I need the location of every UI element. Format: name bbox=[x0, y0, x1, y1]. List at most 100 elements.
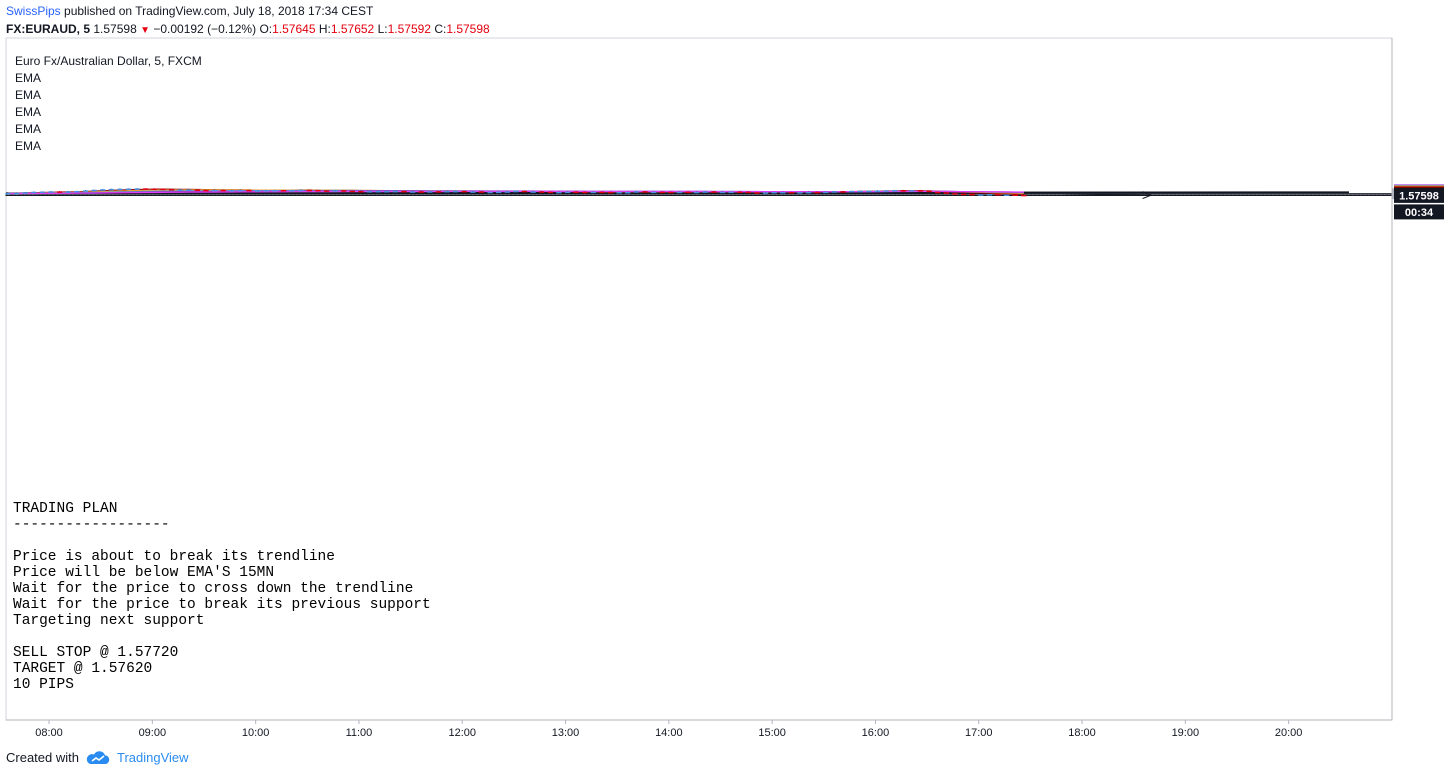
candle-body bbox=[444, 191, 450, 193]
candle bbox=[409, 191, 416, 193]
candle bbox=[13, 192, 20, 195]
candle-body bbox=[91, 189, 97, 192]
arrow-head bbox=[1142, 191, 1153, 200]
legend-ema-1[interactable]: EMA bbox=[15, 71, 42, 85]
legend-title[interactable]: Euro Fx/Australian Dollar, 5, FXCM bbox=[15, 54, 202, 68]
candle-body bbox=[418, 191, 424, 193]
candle bbox=[685, 191, 691, 194]
candle-body bbox=[1021, 194, 1027, 197]
publisher-name[interactable]: SwissPips bbox=[6, 4, 61, 18]
candle-body bbox=[254, 190, 261, 192]
candle-body bbox=[711, 191, 717, 193]
candle bbox=[280, 189, 287, 192]
candle-body bbox=[693, 191, 700, 194]
close-label: C: bbox=[434, 22, 447, 36]
candle bbox=[883, 190, 889, 192]
chart-legend: Euro Fx/Australian Dollar, 5, FXCM EMA E… bbox=[15, 53, 202, 155]
candle bbox=[65, 191, 71, 193]
candle-body bbox=[573, 191, 579, 194]
x-tick-label: 16:00 bbox=[862, 727, 890, 739]
candle bbox=[246, 189, 252, 192]
candle bbox=[487, 191, 493, 194]
price-change: −0.00192 (−0.12%) bbox=[153, 22, 257, 36]
candle-body bbox=[177, 189, 183, 191]
candle bbox=[1021, 194, 1027, 197]
x-tick-label: 10:00 bbox=[242, 727, 270, 739]
candle bbox=[39, 191, 46, 194]
candle-body bbox=[676, 191, 683, 194]
candle bbox=[254, 190, 261, 192]
candle bbox=[392, 190, 399, 193]
x-tick-label: 09:00 bbox=[139, 727, 167, 739]
candle-body bbox=[642, 191, 648, 193]
candle-body bbox=[805, 191, 812, 194]
candle bbox=[650, 191, 657, 194]
candle-body bbox=[530, 191, 536, 193]
candle bbox=[866, 190, 872, 193]
candle bbox=[100, 189, 106, 191]
candle bbox=[564, 191, 571, 194]
candle bbox=[745, 191, 751, 194]
candle-body bbox=[427, 191, 433, 193]
symbol-info: FX:EURAUD, 5 1.57598 ▼ −0.00192 (−0.12%)… bbox=[6, 22, 490, 36]
x-tick-label: 18:00 bbox=[1068, 727, 1096, 739]
candle bbox=[874, 190, 881, 192]
candle bbox=[737, 191, 743, 194]
candle-body bbox=[168, 189, 175, 191]
candle bbox=[160, 188, 166, 191]
open-value: 1.57645 bbox=[272, 22, 316, 36]
candle-body bbox=[633, 191, 640, 193]
candle bbox=[788, 191, 795, 194]
legend-ema-3[interactable]: EMA bbox=[15, 105, 42, 119]
candle-body bbox=[891, 190, 898, 192]
candle-body bbox=[650, 191, 657, 194]
candle-body bbox=[1003, 194, 1010, 196]
candle bbox=[625, 191, 631, 194]
candle bbox=[848, 190, 855, 193]
candle-body bbox=[487, 191, 493, 194]
candle-body bbox=[117, 188, 123, 191]
candle bbox=[315, 189, 321, 192]
legend-ema-2[interactable]: EMA bbox=[15, 88, 42, 102]
candle-body bbox=[986, 194, 993, 196]
candle-body bbox=[900, 190, 906, 192]
candle-body bbox=[857, 190, 863, 193]
candle bbox=[702, 191, 708, 193]
target-arrow bbox=[1064, 191, 1153, 200]
candle-body bbox=[263, 190, 269, 192]
candle-body bbox=[702, 191, 708, 193]
candle bbox=[306, 189, 312, 192]
candle bbox=[220, 189, 226, 192]
candle bbox=[186, 189, 192, 191]
candle-body bbox=[478, 191, 485, 193]
candle-body bbox=[194, 189, 201, 191]
candle-body bbox=[564, 191, 571, 194]
legend-ema-5[interactable]: EMA bbox=[15, 139, 42, 153]
candle-body bbox=[969, 193, 975, 196]
candle bbox=[582, 191, 588, 194]
time-axis[interactable]: 08:00 09:00 10:00 11:00 12:00 13:00 14:00 15:00… bbox=[35, 720, 1302, 739]
candle-body bbox=[323, 190, 330, 192]
symbol[interactable]: FX:EURAUD, 5 bbox=[6, 22, 91, 36]
low-label: L: bbox=[377, 22, 388, 36]
candle bbox=[203, 189, 209, 192]
candle bbox=[1012, 194, 1018, 196]
candle-body bbox=[659, 191, 665, 194]
x-tick-label: 13:00 bbox=[552, 727, 580, 739]
legend-ema-4[interactable]: EMA bbox=[15, 122, 42, 136]
candle bbox=[762, 192, 769, 194]
candle bbox=[917, 189, 924, 192]
candle bbox=[728, 191, 734, 194]
tradingview-link[interactable]: TradingView bbox=[116, 750, 189, 765]
candle bbox=[332, 189, 338, 192]
candle-body bbox=[108, 188, 114, 191]
candle bbox=[995, 193, 1001, 196]
candle-body bbox=[625, 191, 631, 194]
candle bbox=[349, 190, 356, 193]
candle-body bbox=[315, 189, 321, 192]
candle-body bbox=[186, 189, 192, 191]
candle-body bbox=[74, 191, 80, 193]
candle bbox=[194, 189, 201, 191]
